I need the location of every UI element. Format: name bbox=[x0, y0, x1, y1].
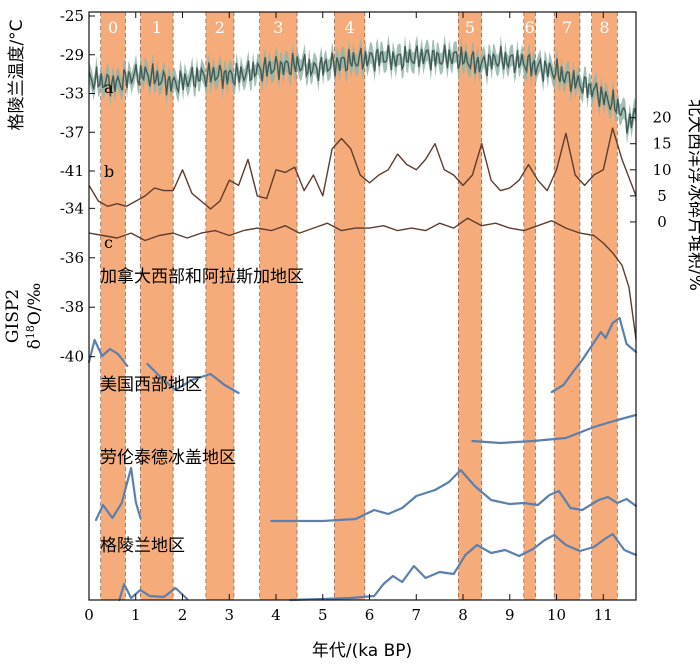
canada-alaska-curve-early bbox=[87, 338, 129, 368]
cold-event-label-4: 4 bbox=[345, 18, 355, 37]
x-tick-label: 6 bbox=[365, 606, 375, 624]
canada-alaska-curve-mid bbox=[146, 362, 240, 395]
region-curves bbox=[87, 316, 638, 602]
cold-event-band-4 bbox=[334, 12, 365, 600]
x-tick-label: 10 bbox=[547, 606, 566, 624]
x-tick-label: 8 bbox=[458, 606, 468, 624]
cold-event-band-3 bbox=[259, 12, 298, 600]
temperature-axis: -25 -29 -33 -37 -41 bbox=[60, 7, 95, 180]
greenland-temperature-series bbox=[88, 34, 637, 145]
cold-event-band-0 bbox=[100, 12, 126, 600]
cold-event-band-1 bbox=[140, 12, 174, 600]
cold-event-band-7 bbox=[554, 12, 580, 600]
cold-event-labels: 0 1 2 3 4 5 6 7 8 bbox=[108, 18, 610, 37]
laurentide-curve-c bbox=[94, 466, 142, 522]
ird-tick-label: 20 bbox=[652, 109, 671, 127]
temp-tick-label: -41 bbox=[60, 162, 84, 180]
gisp2-axis-title: GISP2δ18O/‰ bbox=[3, 283, 45, 350]
temp-tick-label: -25 bbox=[60, 7, 84, 25]
greenland-curve-a bbox=[118, 582, 189, 602]
gisp2-tick-label: -36 bbox=[60, 249, 84, 267]
gisp2-series-label: c bbox=[104, 233, 113, 252]
x-axis-title: 年代/(ka BP) bbox=[312, 641, 412, 661]
ird-tick-label: 5 bbox=[657, 187, 667, 205]
x-tick-label: 1 bbox=[131, 606, 141, 624]
temp-tick-label: -37 bbox=[60, 123, 84, 141]
ird-line bbox=[88, 127, 637, 210]
cold-event-label-6: 6 bbox=[525, 18, 535, 37]
cold-event-label-3: 3 bbox=[273, 18, 283, 37]
gisp2-tick-label: -34 bbox=[60, 199, 84, 217]
svg-text:GISP2δ18O/‰: GISP2δ18O/‰ bbox=[3, 283, 45, 350]
ird-axis: 0 5 10 15 20 bbox=[630, 109, 672, 231]
temp-tick-label: -29 bbox=[60, 46, 84, 64]
ird-tick-label: 0 bbox=[657, 213, 667, 231]
greenland-curve-b bbox=[288, 532, 638, 602]
x-tick-label: 11 bbox=[594, 606, 613, 624]
temperature-axis-title: 格陵兰温度/°C bbox=[7, 19, 27, 130]
x-axis: 0 1 2 3 4 5 6 7 8 9 10 11 bbox=[84, 12, 613, 624]
x-tick-label: 9 bbox=[505, 606, 515, 624]
cold-event-label-7: 7 bbox=[562, 18, 572, 37]
gisp2-line bbox=[88, 217, 637, 340]
cold-event-label-0: 0 bbox=[108, 18, 118, 37]
ird-axis-title: 北大西洋浮冰碎片堆积/% bbox=[685, 99, 700, 291]
x-tick-label: 0 bbox=[84, 606, 94, 624]
ird-series-label: b bbox=[104, 162, 114, 181]
region-label-laurentide: 劳伦泰德冰盖地区 bbox=[100, 448, 236, 468]
x-tick-label: 7 bbox=[411, 606, 421, 624]
gisp2-axis: -34 -36 -38 -40 bbox=[60, 199, 95, 366]
plot-frame bbox=[88, 11, 637, 601]
ice-rafted-debris-series bbox=[88, 127, 637, 210]
ird-tick-label: 15 bbox=[652, 135, 671, 153]
laurentide-curve-b bbox=[270, 468, 638, 523]
cold-event-band-6 bbox=[523, 12, 536, 600]
temp-tick-label: -33 bbox=[60, 85, 84, 103]
canada-alaska-curve-late bbox=[550, 316, 638, 394]
gisp2-series bbox=[88, 217, 637, 340]
cold-event-label-2: 2 bbox=[215, 18, 225, 37]
cold-event-bands bbox=[100, 12, 618, 600]
temperature-series-label: a bbox=[104, 78, 114, 97]
ird-tick-label: 10 bbox=[652, 161, 671, 179]
cold-event-label-8: 8 bbox=[599, 18, 609, 37]
x-tick-label: 2 bbox=[178, 606, 188, 624]
cold-event-label-1: 1 bbox=[152, 18, 162, 37]
temperature-line bbox=[88, 44, 637, 134]
region-label-greenland: 格陵兰地区 bbox=[100, 536, 185, 556]
x-tick-label: 3 bbox=[224, 606, 234, 624]
region-label-western-us: 美国西部地区 bbox=[100, 375, 202, 395]
laurentide-curve-a bbox=[471, 413, 638, 445]
x-tick-label: 5 bbox=[318, 606, 328, 624]
x-tick-label: 4 bbox=[271, 606, 281, 624]
gisp2-tick-label: -40 bbox=[60, 348, 84, 366]
region-label-canada-alaska: 加拿大西部和阿拉斯加地区 bbox=[100, 266, 304, 287]
cold-event-label-5: 5 bbox=[465, 18, 475, 37]
cold-event-band-2 bbox=[205, 12, 234, 600]
gisp2-tick-label: -38 bbox=[60, 298, 84, 316]
cold-event-band-5 bbox=[458, 12, 482, 600]
